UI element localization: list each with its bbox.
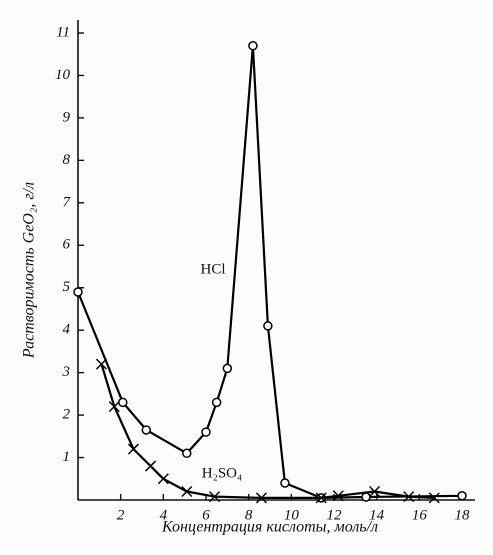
marker	[248, 40, 258, 51]
y-tick-label: 3	[62, 364, 71, 380]
marker	[108, 401, 120, 413]
y-tick-label: 11	[56, 24, 70, 40]
marker	[201, 427, 211, 437]
x-tick-label: 4	[160, 507, 168, 523]
x-tick-label: 14	[369, 507, 385, 523]
x-tick-label: 6	[202, 507, 210, 523]
marker	[315, 492, 327, 504]
marker	[428, 492, 440, 504]
x-tick-label: 10	[284, 507, 300, 523]
marker	[403, 491, 415, 503]
marker	[182, 448, 192, 459]
x-tick-label: 16	[412, 507, 428, 523]
marker	[280, 478, 290, 488]
y-tick-label: 4	[63, 322, 71, 338]
marker	[457, 491, 467, 501]
y-axis-label: Растворимость GeO₂, г/л	[21, 182, 38, 359]
marker	[95, 358, 107, 370]
x-tick-label: 18	[455, 507, 471, 523]
y-tick-label: 7	[63, 194, 72, 210]
y-tick-label: 5	[63, 279, 71, 295]
marker	[73, 287, 83, 297]
y-tick-label: 8	[63, 152, 71, 168]
marker	[181, 485, 193, 498]
marker	[118, 397, 128, 408]
marker	[255, 492, 267, 504]
marker	[141, 425, 152, 435]
marker	[332, 490, 344, 502]
marker	[127, 443, 139, 455]
marker	[211, 397, 222, 408]
marker	[209, 491, 221, 503]
x-tick-label: 8	[245, 507, 253, 523]
x-tick-label: 2	[117, 507, 125, 523]
marker	[361, 492, 371, 502]
marker	[263, 321, 273, 331]
y-tick-label: 2	[63, 407, 71, 423]
marker	[145, 460, 157, 472]
x-axis-label: Концентрация кислоты, моль/л	[161, 519, 378, 536]
marker	[222, 363, 233, 374]
marker	[157, 473, 169, 485]
y-tick-label: 9	[63, 109, 71, 125]
y-tick-label: 1	[63, 449, 71, 465]
series-label: H₂SO₄	[202, 465, 242, 481]
series-label: HCl	[200, 261, 225, 277]
x-tick-label: 12	[327, 507, 343, 523]
marker	[369, 485, 381, 498]
y-tick-label: 6	[63, 237, 71, 253]
y-tick-label: 10	[55, 67, 71, 83]
